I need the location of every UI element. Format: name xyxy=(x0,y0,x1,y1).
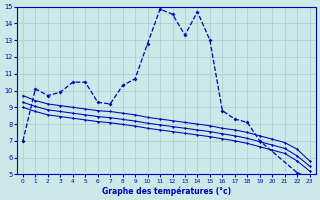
X-axis label: Graphe des températures (°c): Graphe des températures (°c) xyxy=(102,186,231,196)
